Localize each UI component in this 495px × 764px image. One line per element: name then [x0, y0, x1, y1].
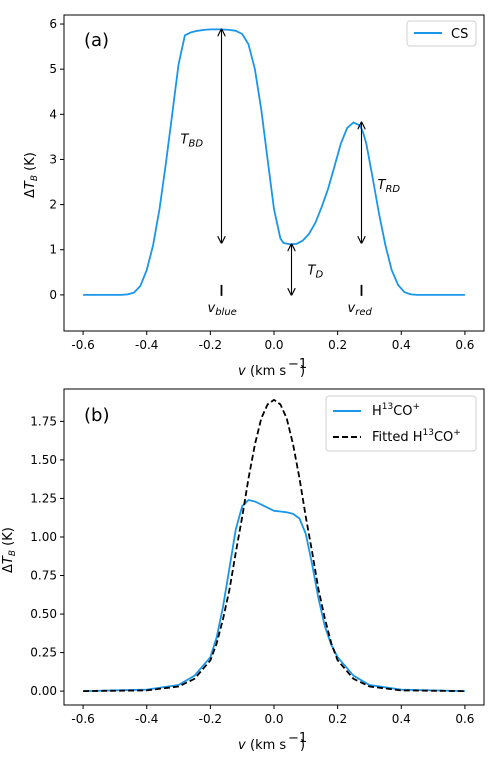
x-tick-label: 0.2 — [328, 338, 347, 352]
x-axis-label-b: v (km s −1 ) — [238, 731, 307, 753]
y-tick-label: 4 — [49, 107, 57, 121]
x-tick-label: 0.4 — [392, 338, 411, 352]
panel-b-h13co-spectrum: (b) -0.6 -0.4 -0.2 0.0 0.2 0.4 0.6 0.00 0.25 0.50… — [1, 388, 485, 753]
annotation-label: TD — [308, 264, 324, 281]
svg-text:(km s: (km s — [250, 364, 286, 379]
series-line-observed — [83, 499, 465, 692]
velocity-label: vred — [348, 301, 373, 318]
legend-a: CS — [406, 20, 477, 47]
y-tick-label: 0 — [49, 288, 57, 302]
plot-frame-a — [63, 14, 485, 332]
svg-text:): ) — [300, 364, 305, 379]
x-tick-label: -0.6 — [71, 712, 94, 726]
series-line-observed — [83, 28, 465, 296]
x-axis-label-a: v (km s −1 ) — [238, 357, 307, 379]
legend-label-cs: CS — [451, 27, 468, 42]
y-tick-label: 2 — [49, 198, 57, 212]
y-tick-label: 1.50 — [30, 453, 57, 467]
svg-text:v: v — [238, 364, 246, 379]
y-tick-label: 0.00 — [30, 684, 57, 698]
legend-b: H13CO+ Fitted H13CO+ — [325, 395, 477, 452]
y-tick-label: 3 — [49, 152, 57, 166]
svg-text:ΔTB (K): ΔTB (K) — [23, 152, 40, 198]
series-group-a — [83, 28, 465, 296]
y-tick-label: 1.00 — [30, 530, 57, 544]
x-tick-label: -0.2 — [199, 712, 222, 726]
velocity-label: vblue — [208, 301, 237, 318]
x-tick-label: 0.4 — [392, 712, 411, 726]
svg-text:−1: −1 — [288, 731, 307, 746]
y-tick-label: 1 — [49, 243, 57, 257]
svg-text:ΔTB (K): ΔTB (K) — [1, 527, 18, 573]
x-tick-label: -0.6 — [71, 338, 94, 352]
svg-text:): ) — [300, 738, 305, 753]
legend-box-b — [325, 395, 477, 452]
series-group-b — [83, 398, 465, 692]
y-tick-label: 6 — [49, 17, 57, 31]
y-tick-label: 5 — [49, 62, 57, 76]
x-tick-label: -0.4 — [135, 712, 158, 726]
series-line-fitted — [83, 398, 465, 692]
x-tick-label: -0.2 — [199, 338, 222, 352]
x-tick-label: 0.2 — [328, 712, 347, 726]
svg-text:v: v — [238, 738, 246, 753]
panel-label-a: (a) — [84, 30, 109, 51]
y-axis-label-a: ΔTB (K) — [23, 152, 40, 198]
x-tick-label: 0.6 — [455, 712, 474, 726]
annotations-a: TBD TD TRD vblue vred — [181, 29, 401, 318]
axis-ticks-b: -0.6 -0.4 -0.2 0.0 0.2 0.4 0.6 0.00 0.25 0.50 0.75… — [30, 414, 474, 726]
legend-label-fitted: Fitted H13CO+ — [372, 428, 461, 445]
y-tick-label: 0.25 — [30, 646, 57, 660]
panel-label-b: (b) — [84, 405, 109, 426]
axis-ticks-a: -0.6 -0.4 -0.2 0.0 0.2 0.4 0.6 0 1 2 3 4 5 6 — [49, 17, 474, 352]
x-tick-label: 0.0 — [264, 338, 283, 352]
y-axis-label-b: ΔTB (K) — [1, 527, 18, 573]
y-tick-label: 1.75 — [30, 414, 57, 428]
annotation-label: TRD — [378, 178, 401, 195]
y-tick-label: 0.75 — [30, 569, 57, 583]
y-tick-label: 0.50 — [30, 607, 57, 621]
y-tick-label: 1.25 — [30, 491, 57, 505]
svg-text:−1: −1 — [288, 357, 307, 372]
annotation-label: TBD — [181, 133, 204, 150]
x-tick-label: 0.6 — [455, 338, 474, 352]
x-tick-label: 0.0 — [264, 712, 283, 726]
x-tick-label: -0.4 — [135, 338, 158, 352]
svg-text:(km s: (km s — [250, 738, 286, 753]
